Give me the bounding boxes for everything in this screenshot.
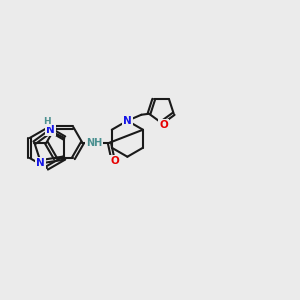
Text: N: N bbox=[46, 125, 55, 135]
Text: H: H bbox=[43, 118, 50, 127]
Text: O: O bbox=[110, 156, 119, 166]
Text: O: O bbox=[159, 120, 168, 130]
Text: NH: NH bbox=[86, 138, 103, 148]
Text: N: N bbox=[36, 158, 45, 168]
Text: N: N bbox=[123, 116, 132, 126]
